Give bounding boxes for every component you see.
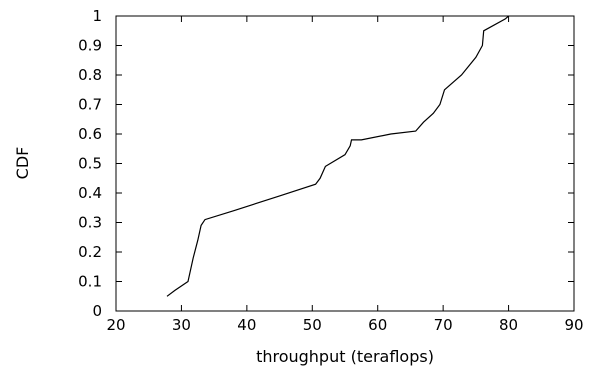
x-tick-label: 70	[434, 316, 453, 334]
y-tick-label: 0.5	[78, 155, 102, 173]
y-tick-label: 0.6	[78, 125, 102, 143]
x-tick-label: 20	[106, 316, 125, 334]
x-axis-label: throughput (teraflops)	[256, 347, 434, 366]
y-axis-ticks: 0 0.1 0.2 0.3 0.4 0.5 0.6 0.7 0.8 0.9 1	[78, 7, 574, 320]
y-tick-label: 0.1	[78, 273, 102, 291]
x-tick-label: 40	[237, 316, 256, 334]
y-tick-label: 0.7	[78, 96, 102, 114]
y-tick-label: 0	[92, 302, 102, 320]
y-tick-label: 0.8	[78, 66, 102, 84]
x-tick-label: 60	[368, 316, 387, 334]
plot-frame	[116, 16, 574, 311]
y-tick-label: 0.3	[78, 214, 102, 232]
y-tick-label: 0.2	[78, 243, 102, 261]
x-tick-label: 50	[303, 316, 322, 334]
y-tick-label: 1	[92, 7, 102, 25]
x-axis-ticks: 20 30 40 50 60 70 80 90	[106, 16, 583, 334]
y-tick-label: 0.9	[78, 37, 102, 55]
x-tick-label: 90	[564, 316, 583, 334]
x-tick-label: 30	[172, 316, 191, 334]
y-tick-label: 0.4	[78, 184, 102, 202]
x-tick-label: 80	[499, 316, 518, 334]
y-axis-label: CDF	[13, 147, 32, 180]
cdf-series-line	[167, 16, 509, 296]
